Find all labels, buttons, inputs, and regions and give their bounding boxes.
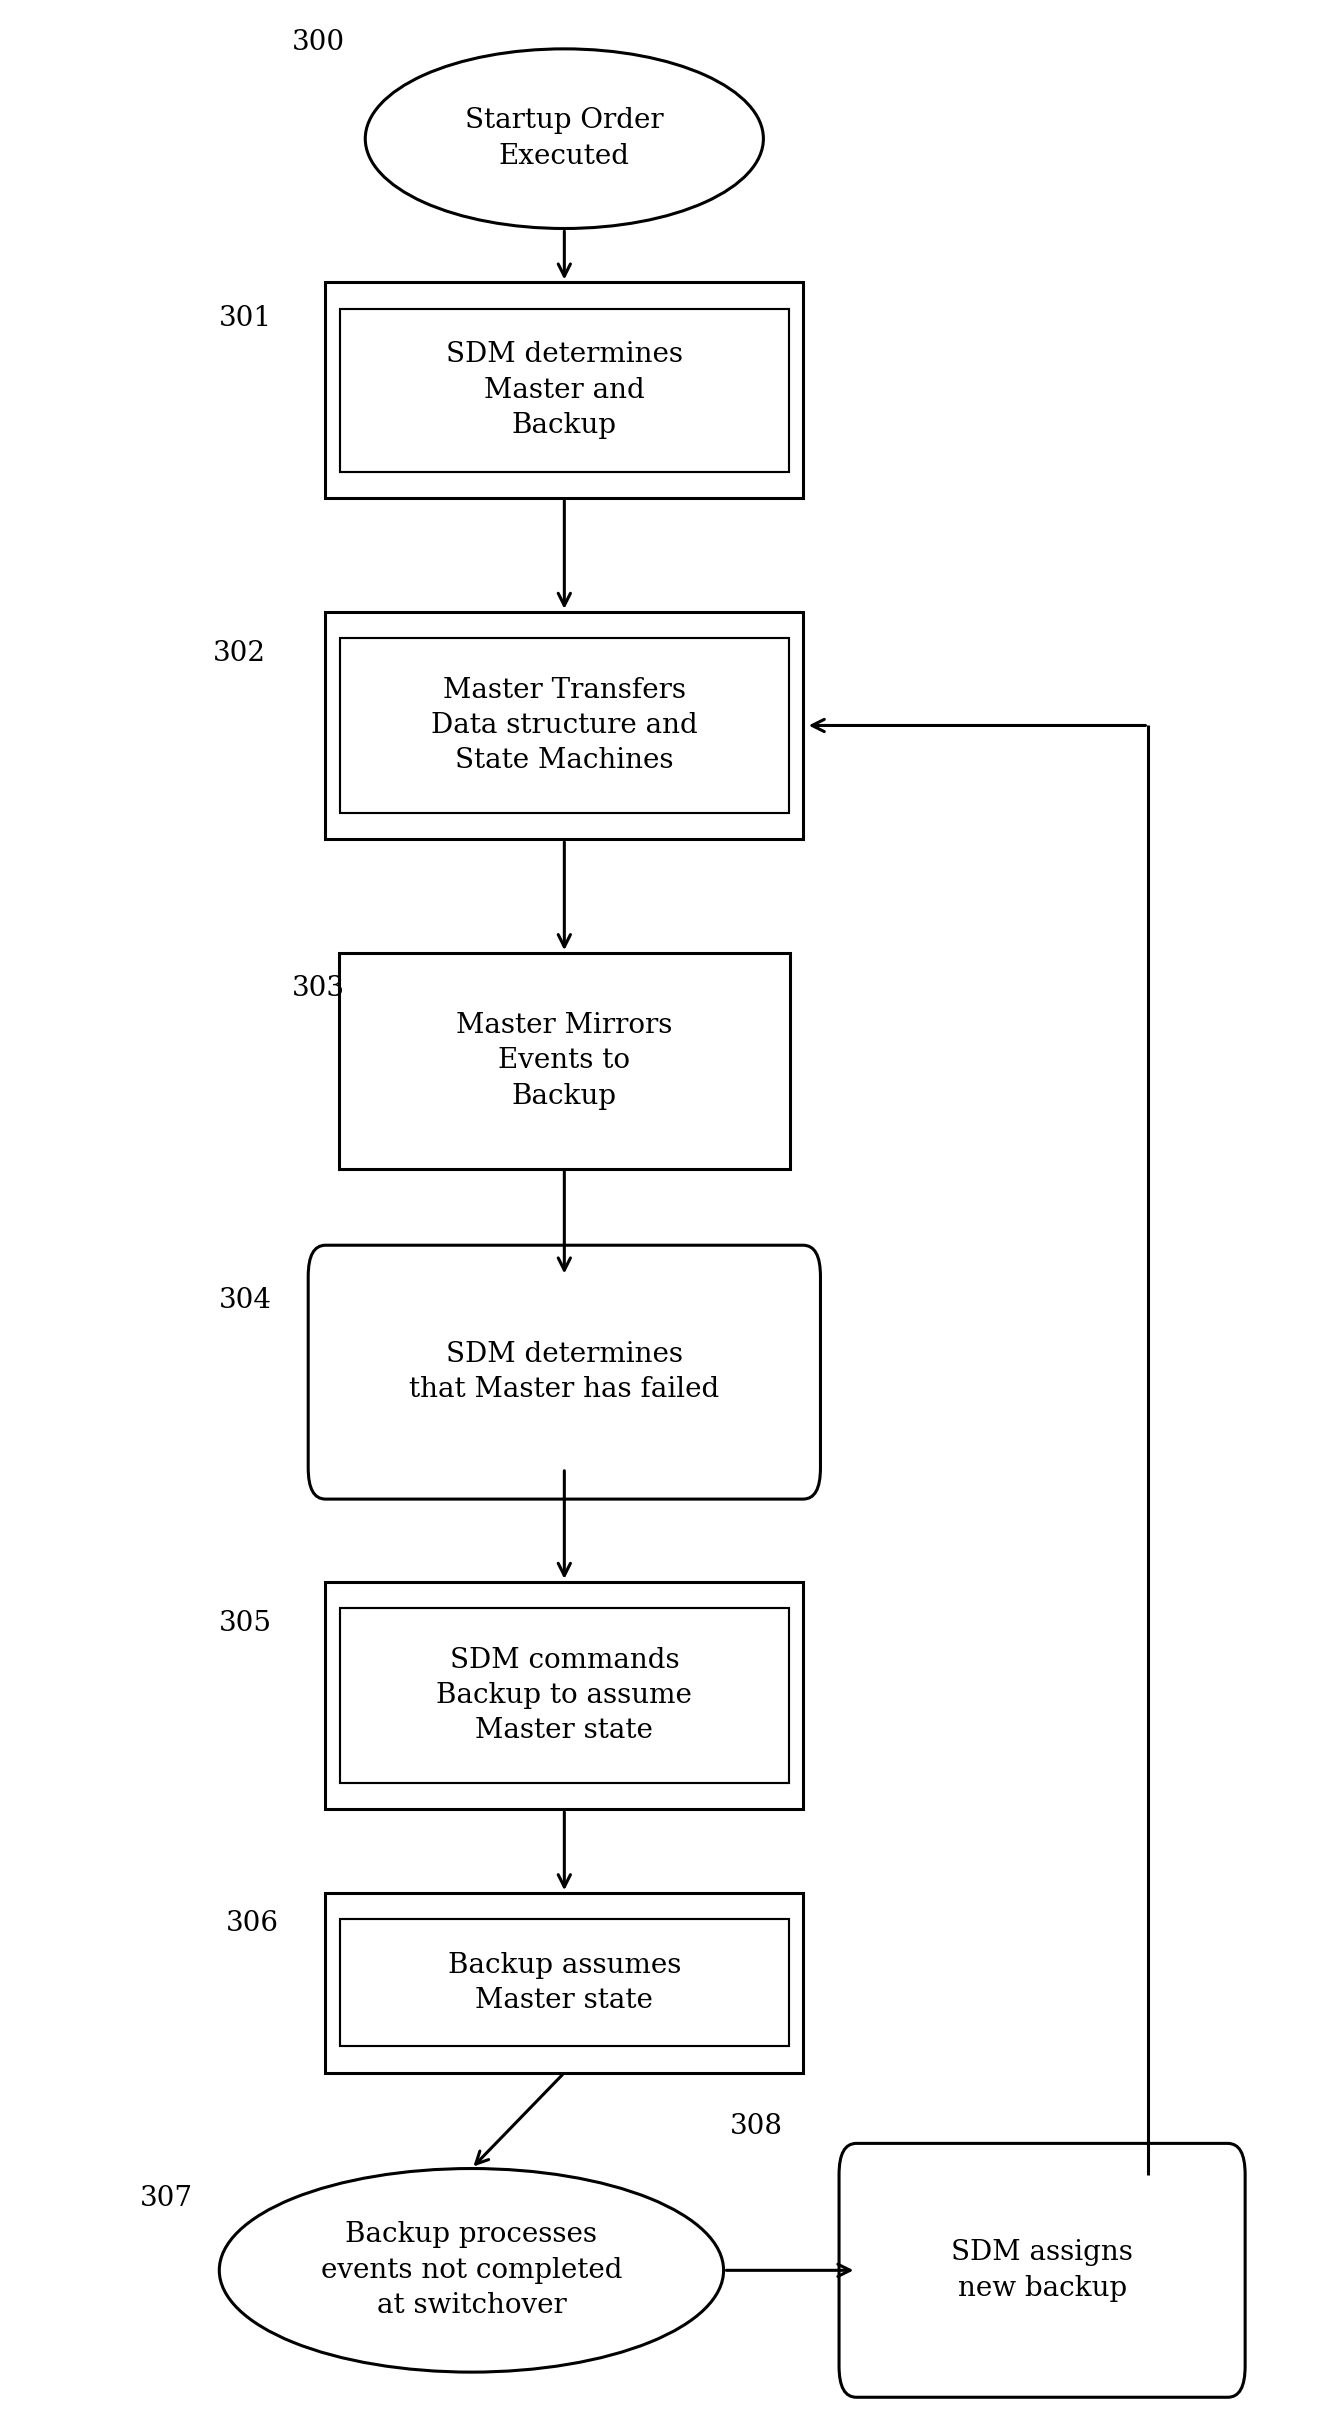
Text: 306: 306 <box>227 1910 279 1937</box>
Bar <box>341 1920 789 2045</box>
Text: 307: 307 <box>139 2185 193 2211</box>
Text: SDM determines
that Master has failed: SDM determines that Master has failed <box>409 1342 720 1404</box>
Text: SDM determines
Master and
Backup: SDM determines Master and Backup <box>445 342 683 438</box>
Text: Backup processes
events not completed
at switchover: Backup processes events not completed at… <box>320 2221 622 2320</box>
Text: Master Transfers
Data structure and
State Machines: Master Transfers Data structure and Stat… <box>430 677 697 773</box>
Bar <box>341 1609 789 1783</box>
Bar <box>326 612 803 838</box>
Text: SDM assigns
new backup: SDM assigns new backup <box>951 2238 1133 2301</box>
Text: SDM commands
Backup to assume
Master state: SDM commands Backup to assume Master sta… <box>436 1648 692 1744</box>
Text: 300: 300 <box>292 29 346 55</box>
Text: 305: 305 <box>220 1609 272 1638</box>
Bar <box>339 954 790 1168</box>
Bar <box>341 638 789 812</box>
Bar <box>326 1893 803 2072</box>
Text: 304: 304 <box>220 1286 272 1313</box>
Bar <box>341 308 789 472</box>
Text: Backup assumes
Master state: Backup assumes Master state <box>448 1951 681 2014</box>
Text: 308: 308 <box>731 2113 783 2139</box>
Text: 301: 301 <box>220 306 272 332</box>
Bar <box>326 282 803 499</box>
Text: Startup Order
Executed: Startup Order Executed <box>465 108 664 171</box>
Text: 303: 303 <box>292 976 346 1002</box>
Text: 302: 302 <box>213 641 266 667</box>
Text: Master Mirrors
Events to
Backup: Master Mirrors Events to Backup <box>456 1012 673 1111</box>
Bar <box>326 1583 803 1809</box>
